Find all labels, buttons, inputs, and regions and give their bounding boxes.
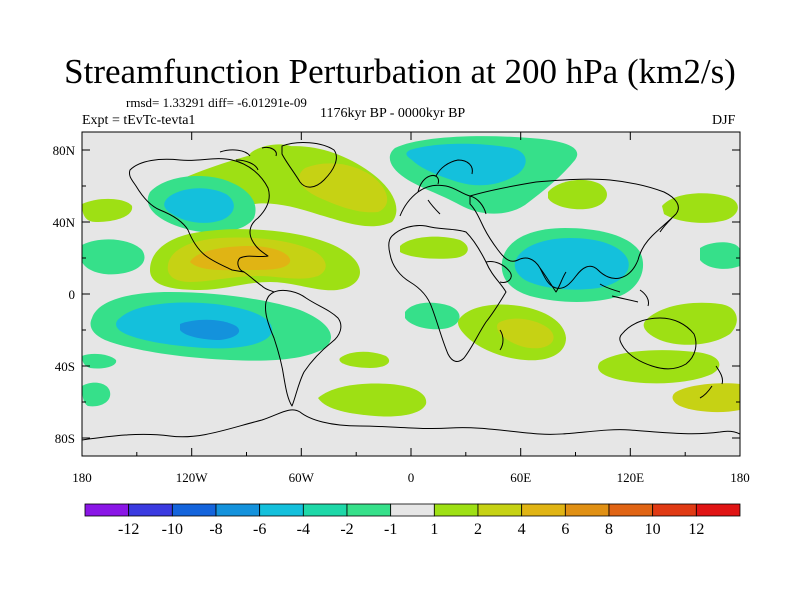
contour-negative-asia-core [514, 238, 629, 290]
colorbar-label: -6 [253, 521, 266, 538]
colorbar [84, 503, 741, 517]
contour-positive-wpac [643, 302, 737, 345]
colorbar-swatch [346, 503, 392, 517]
contour-negative-spac-far [82, 353, 117, 369]
lat-labels: 80N 40N 0 40S 80S [53, 143, 76, 446]
lat-label-40n: 40N [53, 215, 76, 230]
coast-greenland [281, 142, 337, 188]
colorbar-swatch [433, 503, 479, 517]
figure-title: Streamfunction Perturbation at 200 hPa (… [64, 52, 736, 91]
lon-label-180e: 180 [730, 470, 750, 485]
coast-new-zealand [699, 365, 723, 399]
contour-negative-arctic-core [406, 143, 526, 186]
colorbar-swatch [695, 503, 741, 517]
colorbar-swatch [521, 503, 566, 517]
colorbar-swatch [215, 503, 261, 517]
contour-positive-indian [400, 236, 468, 259]
coastlines [82, 142, 740, 441]
coast-arabia [485, 261, 512, 283]
period-label: 1176kyr BP - 0000kyr BP [320, 106, 466, 121]
contour-positive-eurasia [548, 179, 607, 210]
coast-arctic-islands [219, 147, 277, 171]
colorbar-label: -12 [118, 521, 139, 538]
colorbar-swatch [128, 503, 173, 517]
coast-north-america [129, 158, 270, 273]
contour-positive-africa-core [497, 318, 554, 349]
colorbar-label: 4 [518, 521, 526, 538]
colorbar-swatch [564, 503, 610, 517]
coast-se-asia [599, 283, 649, 307]
lon-label-0: 0 [408, 470, 415, 485]
coast-india [539, 267, 567, 293]
colorbar-swatch [608, 503, 654, 517]
contour-negative-npac-core [164, 188, 234, 223]
colorbar-swatch [302, 503, 348, 517]
lon-labels: 180 120W 60W 0 60E 120E 180 [72, 470, 750, 485]
lon-label-60e: 60E [510, 470, 531, 485]
contour-positive-npac-west [82, 198, 133, 222]
lon-label-60w: 60W [289, 470, 315, 485]
coast-africa [388, 225, 507, 362]
experiment-label: Expt = tEvTc-tevta1 [82, 113, 196, 128]
colorbar-label: -2 [340, 521, 353, 538]
lat-label-80n: 80N [53, 143, 76, 158]
lat-label-0: 0 [69, 287, 76, 302]
contour-fills [82, 136, 740, 417]
colorbar-label: -1 [384, 521, 397, 538]
colorbar-swatch [259, 503, 304, 517]
coast-south-america [265, 289, 342, 407]
colorbar-label: 12 [688, 521, 704, 538]
colorbar-label: -4 [297, 521, 310, 538]
coast-australia [619, 317, 697, 370]
colorbar-swatch [390, 503, 435, 517]
colorbar-label: 6 [561, 521, 569, 538]
coast-madagascar [499, 329, 504, 351]
lon-tick-marks [136, 132, 686, 456]
colorbar-label: 8 [605, 521, 613, 538]
contour-negative-sw [82, 382, 111, 407]
contour-positive-atl-sub [339, 351, 390, 368]
contour-negative-epac [82, 239, 145, 275]
lon-label-120e: 120E [617, 470, 645, 485]
colorbar-label: 2 [474, 521, 482, 538]
rmsd-stats: rmsd= 1.33291 diff= -6.01291e-09 [126, 95, 307, 110]
coast-antarctica [82, 409, 740, 441]
contour-positive-southern [318, 383, 427, 417]
colorbar-label: -8 [209, 521, 222, 538]
lat-tick-marks [82, 149, 740, 439]
coast-central-america [243, 271, 275, 293]
colorbar-swatch [84, 503, 130, 517]
contour-negative-spac-core [180, 319, 240, 340]
contour-positive-wpac-north [662, 193, 738, 223]
colorbar-label: 1 [430, 521, 438, 538]
lon-label-120w: 120W [176, 470, 209, 485]
colorbar-label: -10 [162, 521, 183, 538]
coast-asia [469, 178, 679, 289]
coast-europe [399, 175, 487, 217]
coast-scandinavia [435, 159, 473, 177]
colorbar-labels: -12 -10 -8 -6 -4 -2 -1 1 2 4 6 8 10 12 [118, 521, 704, 538]
lat-label-40s: 40S [55, 359, 75, 374]
colorbar-swatch [171, 503, 217, 517]
colorbar-swatch [652, 503, 697, 517]
contour-positive-southern-far [672, 383, 740, 413]
colorbar-swatch [477, 503, 523, 517]
coast-japan [659, 217, 673, 233]
lat-label-80s: 80S [55, 431, 75, 446]
season-label: DJF [712, 113, 736, 128]
lon-label-180w: 180 [72, 470, 92, 485]
contour-negative-atl-eq [405, 302, 460, 330]
contour-negative-wpac-east [700, 242, 740, 269]
colorbar-label: 10 [645, 521, 661, 538]
contour-positive-southern-east [598, 350, 720, 384]
contour-positive-natl [299, 163, 388, 213]
